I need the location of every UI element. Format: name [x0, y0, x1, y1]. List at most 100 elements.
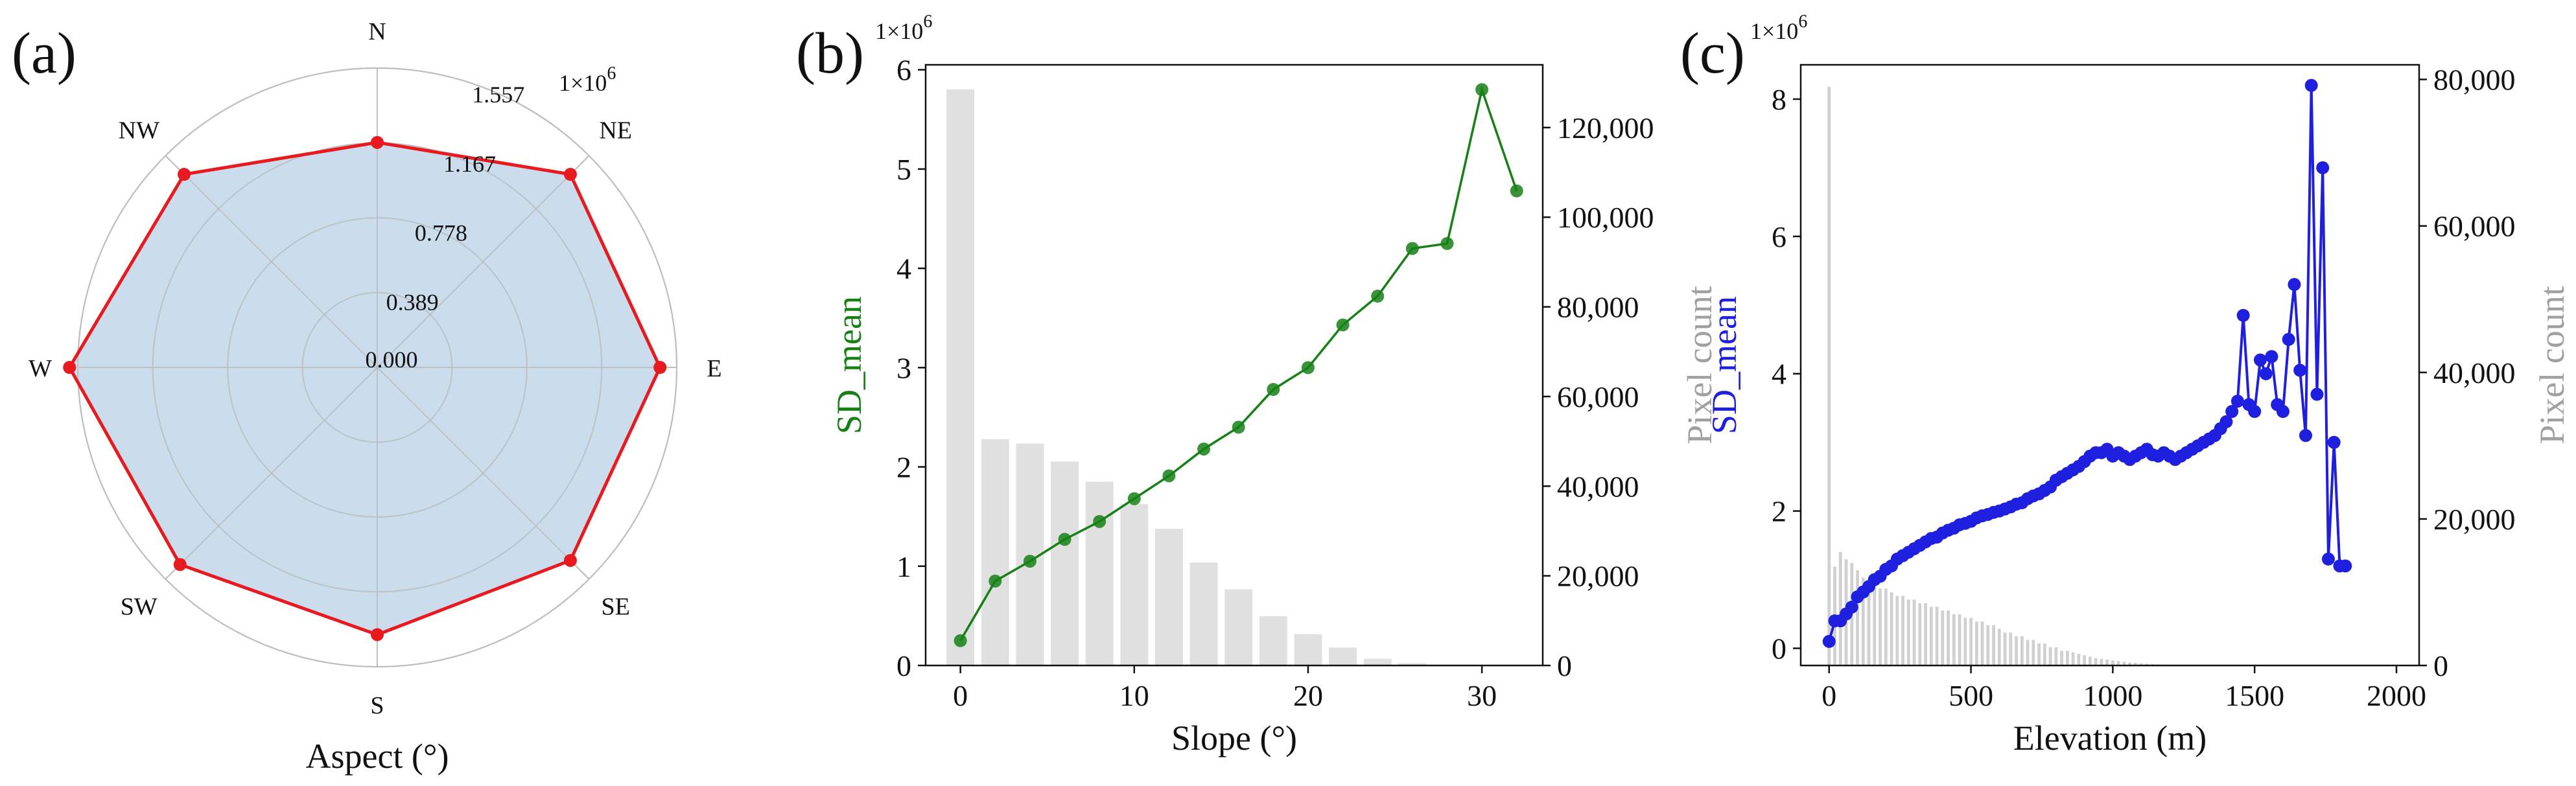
- radial-tick-label: 0.000: [366, 347, 418, 373]
- y-axis-left: 0 1 2 3 4 5 6 SD_mean 1×106: [830, 12, 932, 682]
- radar-point-n: [371, 135, 384, 149]
- bar: [1827, 86, 1831, 666]
- y2-tick-label: 40,000: [2433, 356, 2516, 389]
- bar: [2015, 636, 2018, 665]
- bar: [2009, 632, 2013, 665]
- bar: [1051, 461, 1079, 665]
- bar: [1906, 599, 1910, 665]
- bar: [1929, 607, 1933, 665]
- sd-mean-point: [954, 634, 967, 647]
- panel-label-a: (a): [12, 21, 76, 86]
- bar: [2060, 651, 2064, 665]
- x-tick-label: 1000: [2083, 679, 2142, 712]
- sd-mean-point: [1093, 514, 1107, 528]
- y-offset-label: 1×106: [875, 12, 932, 44]
- radar-point-se: [563, 553, 577, 567]
- y-axis-label: SD_mean: [830, 296, 869, 434]
- bar: [2111, 660, 2114, 665]
- bar: [2054, 647, 2058, 665]
- bar: [1969, 618, 1973, 665]
- x-tick-label: 10: [1119, 679, 1149, 712]
- bar: [1884, 588, 1888, 665]
- bar: [2133, 663, 2137, 665]
- y2-tick-label: 0: [1557, 649, 1572, 682]
- sd-mean-point: [2276, 405, 2289, 419]
- y-tick-label: 8: [1772, 83, 1786, 116]
- bar: [2071, 652, 2075, 665]
- bar: [1895, 595, 1899, 665]
- sd-mean-point: [2304, 78, 2318, 92]
- y-tick-label: 5: [896, 153, 911, 186]
- x-axis: 0 500 1000 1500 2000 Elevation (m): [1821, 665, 2426, 757]
- compass-label-n: N: [368, 18, 386, 45]
- compass-label-s: S: [370, 692, 384, 719]
- radial-tick-label: 1.167: [443, 151, 496, 177]
- bar: [1974, 621, 1978, 665]
- sd-mean-point: [1845, 600, 1858, 614]
- sd-mean-point: [2321, 552, 2335, 566]
- bar: [2128, 662, 2132, 665]
- radar-spoke-overlay: [377, 155, 590, 368]
- bar: [2116, 661, 2120, 665]
- bar: [1879, 588, 1882, 665]
- bar: [1085, 481, 1114, 665]
- radial-tick-label: 0.389: [386, 289, 439, 315]
- x-tick-label: 1500: [2225, 679, 2284, 712]
- y-tick-label: 1: [896, 550, 911, 583]
- sd-mean-point: [1822, 634, 1836, 648]
- sd-mean-point: [2310, 387, 2324, 401]
- sd-mean-point: [2225, 405, 2239, 419]
- bar: [1935, 607, 1939, 665]
- y2-tick-label: 120,000: [1557, 111, 1654, 144]
- sd-mean-point: [1058, 533, 1071, 546]
- radar-spoke-overlay: [165, 367, 378, 580]
- y2-tick-label: 20,000: [2433, 503, 2516, 536]
- compass-label-se: SE: [602, 594, 630, 621]
- bar: [1120, 503, 1149, 665]
- radar-point-ne: [563, 168, 577, 181]
- bar: [2105, 659, 2109, 665]
- bar: [2094, 658, 2098, 665]
- sd-mean-point: [2282, 332, 2295, 346]
- bar: [1329, 647, 1357, 665]
- radar-point-s: [371, 628, 384, 642]
- bars-pixel-count: [946, 89, 1461, 665]
- x-axis-label: Elevation (m): [2013, 719, 2207, 757]
- sd-mean-point: [2288, 278, 2301, 292]
- compass-label-w: W: [29, 355, 52, 382]
- y-tick-label: 6: [1772, 220, 1786, 253]
- bar: [2003, 632, 2007, 665]
- bar: [2122, 662, 2126, 665]
- y2-tick-label: 60,000: [2433, 210, 2516, 243]
- sd-mean-point: [1127, 492, 1141, 505]
- sd-mean-point: [1475, 83, 1489, 97]
- compass-label-ne: NE: [599, 117, 632, 144]
- sd-mean-point: [2236, 308, 2250, 322]
- elevation-chart: (c) 0 500 1000 1500 2000 Elevation (m) 0 2 4 6 8 SD…: [1680, 12, 2571, 757]
- bar: [946, 89, 975, 665]
- y2-axis-label: Pixel count: [1680, 286, 1719, 444]
- bar: [1986, 625, 1990, 665]
- panel-label-b: (b): [796, 21, 864, 86]
- bar: [1189, 562, 1218, 665]
- bar: [1867, 581, 1871, 665]
- radar-point-sw: [173, 558, 187, 572]
- radar-point-w: [63, 361, 76, 374]
- bar: [2048, 647, 2052, 665]
- radar-fill: [69, 142, 661, 635]
- sd-mean-point: [1162, 469, 1176, 483]
- panel-label-c: (c): [1680, 21, 1745, 86]
- sd-mean-point: [1023, 555, 1036, 568]
- y-axis-right: 0 20,000 40,000 60,000 80,000 100,000 120,000 P…: [1543, 111, 1719, 682]
- sd-mean-point: [989, 574, 1002, 588]
- bar: [1873, 584, 1877, 665]
- x-tick-label: 2000: [2367, 679, 2426, 712]
- x-axis: 0 10 20 30 Slope (°): [953, 665, 1497, 757]
- sd-mean-point: [2231, 395, 2244, 408]
- y-tick-label: 0: [1772, 632, 1786, 665]
- y-axis-label: SD_mean: [1705, 296, 1744, 434]
- bar: [1918, 603, 1922, 665]
- bar: [1363, 658, 1392, 665]
